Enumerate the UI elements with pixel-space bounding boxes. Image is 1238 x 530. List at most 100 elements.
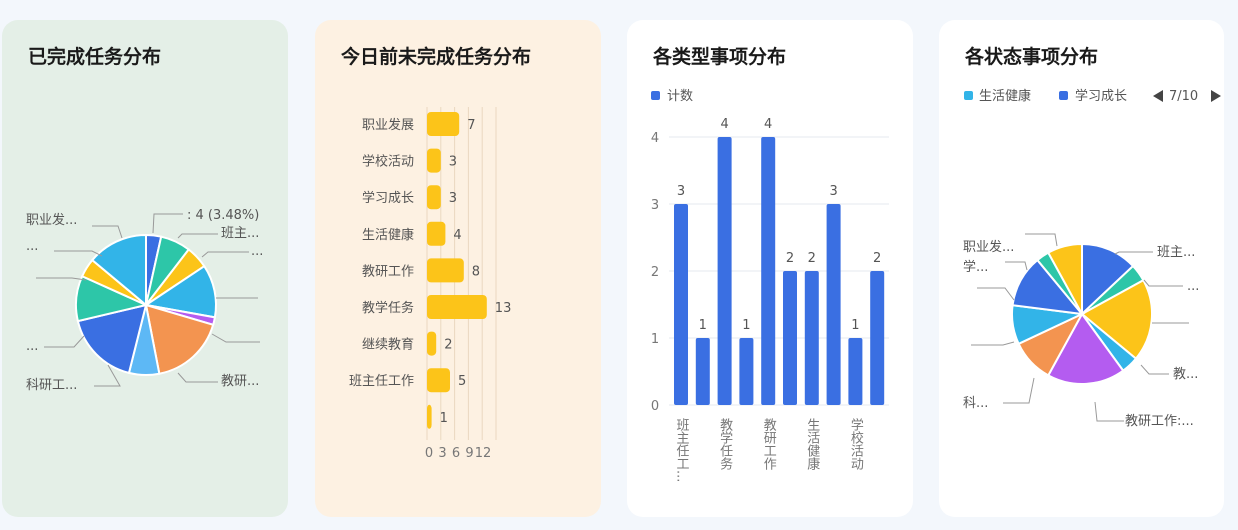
completed-tasks-card: 已完成任务分布 : 4 (3.48%) 班主...... 教研... 科研工.....… [2, 20, 288, 517]
overdue-tasks-card: 今日前未完成任务分布 职业发展 7 学校活动 3 学习成长 3 生活健康 4 教研工作 8 教学任务… [315, 20, 601, 517]
value-label: 1 [742, 318, 750, 333]
slice-label: 教研工作:... [1125, 413, 1194, 429]
legend-label: 生活健康 [979, 88, 1031, 104]
label-leader-line [971, 341, 1015, 346]
label-leader-line [1025, 233, 1058, 247]
bar [427, 368, 450, 393]
value-label: 1 [699, 318, 707, 333]
value-label: 2 [808, 251, 816, 266]
value-label: 3 [449, 155, 457, 170]
label-leader-line [44, 335, 85, 348]
pie-slice [1080, 278, 1153, 361]
bar [427, 295, 487, 319]
bar [427, 148, 441, 173]
slice-label: 职业发... [26, 212, 77, 228]
type-distribution-card: 各类型事项分布 计数 0 1 2 3 4 3 班主任工... 1 4 教学任务 1 4 教研工作 2 2 生活健… [627, 20, 913, 517]
bar [427, 404, 432, 429]
label-leader-line [211, 333, 260, 343]
pie-slice [76, 303, 148, 375]
value-label: 2 [873, 251, 881, 266]
value-label: 4 [764, 117, 772, 132]
legend-prev-icon[interactable] [1153, 90, 1163, 102]
label-leader-line [177, 233, 218, 239]
label-leader-line [152, 213, 183, 234]
slice-label: ... [26, 339, 38, 354]
value-label: 3 [677, 184, 685, 199]
value-label: 2 [786, 251, 794, 266]
pie-slice [1081, 242, 1135, 317]
value-label: 1 [851, 318, 859, 333]
value-label: 3 [449, 191, 457, 206]
slice-label: 职业发... [963, 239, 1014, 255]
card-title: 各状态事项分布 [965, 46, 1099, 68]
bar [427, 221, 446, 246]
legend-next-icon[interactable] [1211, 90, 1221, 102]
legend-swatch [651, 91, 660, 100]
value-label: 3 [829, 184, 837, 199]
category-label: 继续教育 [362, 337, 414, 353]
label-leader-line [177, 372, 218, 383]
bar [427, 185, 441, 210]
x-tick-label: 9 [465, 446, 473, 461]
bar [695, 338, 710, 405]
slice-label: 班主... [221, 226, 259, 241]
label-leader-line [54, 250, 103, 257]
bar [804, 271, 819, 405]
pie-slice [144, 303, 215, 375]
slice-label: : 4 (3.48%) [187, 208, 259, 223]
legend-page-indicator: 7/10 [1169, 89, 1198, 104]
slice-label: 学... [963, 259, 988, 275]
x-category-label: 教研工作 [761, 417, 777, 470]
x-tick-label: 0 [425, 446, 433, 461]
y-tick-label: 4 [651, 131, 659, 146]
card-title: 各类型事项分布 [653, 46, 787, 68]
card-title: 今日前未完成任务分布 [341, 46, 532, 68]
value-label: 7 [467, 118, 475, 133]
slice-label: 班主... [1157, 245, 1195, 260]
pie-slice [1046, 242, 1083, 315]
category-label: 生活健康 [362, 227, 414, 243]
label-leader-line [1140, 364, 1169, 375]
slice-label: 科研工... [26, 378, 77, 393]
bar [761, 137, 776, 405]
bar [739, 338, 754, 405]
label-leader-line [1003, 377, 1035, 404]
bar [783, 271, 797, 405]
label-leader-line [1114, 251, 1153, 255]
slice-label: ... [26, 239, 38, 254]
bar [826, 204, 841, 405]
value-label: 2 [444, 338, 452, 353]
x-category-label: 班主任工... [674, 418, 690, 482]
legend-swatch [964, 91, 973, 100]
bar [717, 137, 732, 405]
category-label: 学校活动 [362, 154, 414, 170]
label-leader-line [1005, 261, 1028, 271]
legend-label: 学习成长 [1075, 88, 1127, 104]
legend-swatch [1059, 91, 1068, 100]
slice-label: ... [1187, 279, 1199, 294]
bar [427, 112, 460, 136]
x-tick-label: 6 [452, 446, 460, 461]
category-label: 班主任工作 [349, 374, 414, 389]
slice-label: 教... [1173, 366, 1198, 382]
slice-label: 教研... [221, 373, 259, 389]
pie-slice [90, 233, 147, 308]
value-label: 4 [453, 228, 461, 243]
bar [427, 258, 464, 283]
x-category-label: 生活健康 [804, 418, 820, 470]
value-label: 4 [720, 117, 728, 132]
label-leader-line [94, 364, 121, 387]
completed-tasks-pie-chart: : 4 (3.48%) 班主...... 教研... 科研工......... 职业发.… [26, 208, 263, 393]
x-tick-label: 3 [438, 446, 446, 461]
category-label: 学习成长 [362, 190, 414, 206]
bar [427, 331, 437, 356]
value-label: 1 [440, 411, 448, 426]
y-tick-label: 3 [651, 198, 659, 213]
y-tick-label: 1 [651, 332, 659, 347]
pie-slice [1046, 312, 1125, 385]
legend-label: 计数 [667, 89, 693, 104]
slice-label: 科... [963, 396, 988, 411]
bar [848, 338, 863, 405]
status-distribution-pie-chart: 生活健康 学习成长 7/10 班主...... 教... 教研工作:... 科... 学...… [963, 88, 1221, 429]
